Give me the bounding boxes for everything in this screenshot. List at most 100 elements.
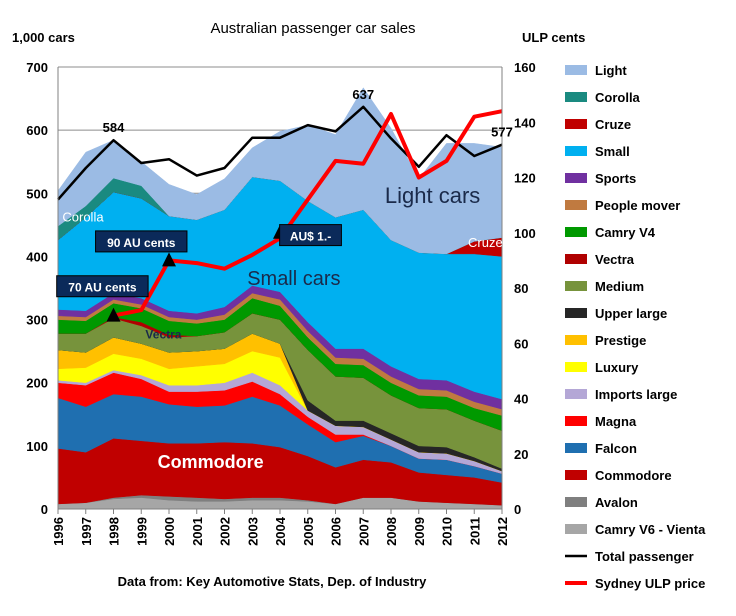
left-tick-label: 200 xyxy=(26,376,48,391)
price-callout-label: AU$ 1.- xyxy=(290,230,331,244)
legend-swatch xyxy=(565,119,587,129)
price-callout-box xyxy=(95,230,188,253)
legend-label: Commodore xyxy=(595,468,672,483)
area-label-corolla: Corolla xyxy=(62,210,104,225)
legend-label: Magna xyxy=(595,414,637,429)
legend-item-luxury: Luxury xyxy=(565,360,639,375)
legend-swatch xyxy=(565,92,587,102)
x-tick-label: 2006 xyxy=(329,517,344,546)
trend-lines xyxy=(57,105,503,318)
legend-swatch xyxy=(565,200,587,210)
legend-swatch xyxy=(565,335,587,345)
legend-item-medium: Medium xyxy=(565,279,644,294)
legend-label: Camry V4 xyxy=(595,225,656,240)
legend-label: Small xyxy=(595,144,630,159)
left-tick-label: 400 xyxy=(26,249,48,264)
legend-item-light: Light xyxy=(565,63,627,78)
legend-swatch xyxy=(565,524,587,534)
x-tick-label: 2009 xyxy=(412,517,427,546)
price-callout-label: 70 AU cents xyxy=(68,281,137,295)
legend-label: Camry V6 - Vienta xyxy=(595,522,706,537)
left-tick-label: 100 xyxy=(26,439,48,454)
left-tick-label: 500 xyxy=(26,186,48,201)
x-tick-label: 2004 xyxy=(273,516,288,546)
legend-label: Prestige xyxy=(595,333,646,348)
legend-item-falcon: Falcon xyxy=(565,441,637,456)
legend-label: Light xyxy=(595,63,627,78)
price-callout-label: 90 AU cents xyxy=(107,236,176,250)
legend-label: Sports xyxy=(595,171,636,186)
legend-item-prestige: Prestige xyxy=(565,333,646,348)
line-sydney-ulp-price xyxy=(113,109,503,318)
left-tick-label: 0 xyxy=(41,502,48,517)
data-label: 577 xyxy=(491,125,513,140)
legend-label: Imports large xyxy=(595,387,677,402)
annotations: 584 637 577 Light cars Small cars Commodore Co… xyxy=(56,87,513,472)
right-axis-label: ULP cents xyxy=(522,30,585,45)
legend-swatch xyxy=(565,146,587,156)
legend-swatch xyxy=(565,362,587,372)
area-label-small-cars: Small cars xyxy=(247,268,340,290)
legend: Light Corolla Cruze Small Sports People mover… xyxy=(565,63,706,591)
legend-item-commodore: Commodore xyxy=(565,468,672,483)
x-tick-label: 1999 xyxy=(134,517,149,546)
legend-label: Total passenger xyxy=(595,549,694,564)
legend-swatch xyxy=(565,470,587,480)
legend-item-sports: Sports xyxy=(565,171,636,186)
legend-item-upper-large: Upper large xyxy=(565,306,667,321)
legend-item-small: Small xyxy=(565,144,630,159)
legend-item-magna: Magna xyxy=(565,414,637,429)
legend-label: Upper large xyxy=(595,306,667,321)
data-label: 637 xyxy=(352,87,374,102)
price-marker xyxy=(162,252,176,267)
legend-label: Corolla xyxy=(595,90,641,105)
x-tick-label: 2005 xyxy=(301,517,316,546)
area-label-light-cars: Light cars xyxy=(385,183,480,208)
x-tick-label: 1996 xyxy=(51,517,66,546)
legend-swatch xyxy=(565,389,587,399)
right-tick-label: 100 xyxy=(514,226,536,241)
legend-item-camry-v4: Camry V4 xyxy=(565,225,656,240)
right-tick-label: 160 xyxy=(514,60,536,75)
legend-swatch xyxy=(565,254,587,264)
price-callout-box xyxy=(279,224,342,247)
left-axis-label: 1,000 cars xyxy=(12,30,75,45)
chart-title: Australian passenger car sales xyxy=(210,20,415,37)
right-tick-label: 120 xyxy=(514,171,536,186)
legend-swatch xyxy=(565,281,587,291)
area-label-cruze: Cruze xyxy=(468,235,503,250)
right-tick-label: 60 xyxy=(514,336,528,351)
legend-label: Medium xyxy=(595,279,644,294)
right-tick-label: 40 xyxy=(514,392,528,407)
left-tick-label: 700 xyxy=(26,60,48,75)
legend-label: Sydney ULP price xyxy=(595,576,705,591)
legend-item-avalon: Avalon xyxy=(565,495,638,510)
legend-item-total-passenger: Total passenger xyxy=(565,549,694,564)
legend-item-sydney-ulp-price: Sydney ULP price xyxy=(565,576,705,591)
legend-label: Avalon xyxy=(595,495,638,510)
x-tick-label: 2010 xyxy=(440,517,455,546)
x-tick-label: 2012 xyxy=(495,517,510,546)
legend-item-cruze: Cruze xyxy=(565,117,631,132)
legend-swatch xyxy=(565,173,587,183)
legend-item-camry-v6-vienta: Camry V6 - Vienta xyxy=(565,522,706,537)
price-marker xyxy=(106,307,121,322)
legend-swatch xyxy=(565,443,587,453)
legend-item-vectra: Vectra xyxy=(565,252,635,267)
legend-label: People mover xyxy=(595,198,680,213)
x-tick-label: 2008 xyxy=(384,517,399,546)
right-tick-label: 0 xyxy=(514,502,521,517)
line-total-passenger xyxy=(57,105,503,201)
legend-swatch xyxy=(565,227,587,237)
legend-swatch xyxy=(565,416,587,426)
x-tick-label: 1997 xyxy=(79,517,94,546)
legend-item-people-mover: People mover xyxy=(565,198,680,213)
left-tick-label: 600 xyxy=(26,123,48,138)
legend-label: Cruze xyxy=(595,117,631,132)
legend-swatch xyxy=(565,308,587,318)
price-callout-box xyxy=(56,275,149,298)
legend-label: Luxury xyxy=(595,360,639,375)
data-label: 584 xyxy=(103,120,125,135)
x-tick-label: 2011 xyxy=(467,517,482,545)
